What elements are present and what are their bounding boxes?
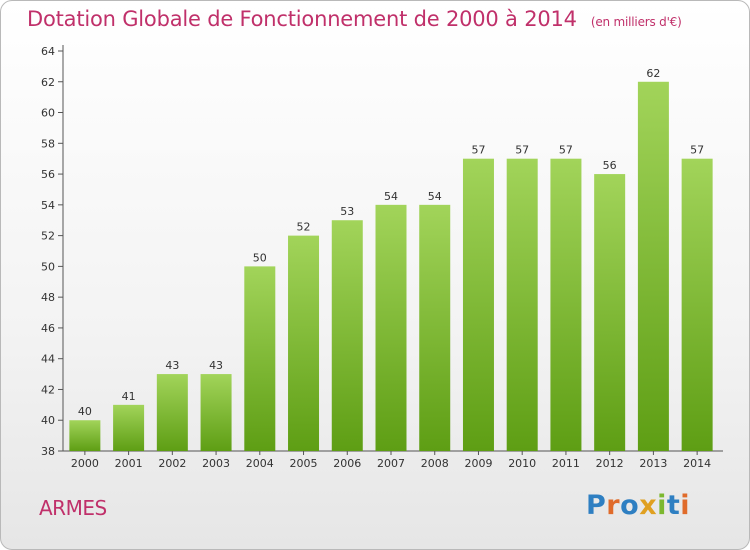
bar: [550, 158, 582, 451]
x-tick-label: 2011: [552, 457, 580, 470]
bar-value-label: 57: [690, 144, 704, 157]
bar-value-label: 50: [253, 251, 267, 264]
bar: [462, 158, 494, 451]
bar: [200, 374, 232, 451]
bar: [331, 220, 363, 451]
y-tick-label: 62: [41, 76, 55, 89]
chart-title: Dotation Globale de Fonctionnement de 20…: [27, 7, 682, 31]
chart-unit: (en milliers d'€): [590, 15, 682, 29]
logo-letter: P: [586, 490, 607, 521]
x-tick-label: 2004: [246, 457, 274, 470]
bar: [419, 204, 451, 451]
y-tick-label: 52: [41, 230, 55, 243]
logo-letter: i: [657, 490, 667, 521]
x-tick-label: 2003: [202, 457, 230, 470]
logo-letter: o: [620, 490, 640, 521]
y-tick-label: 40: [41, 414, 55, 427]
x-tick-label: 2001: [115, 457, 143, 470]
data-labels: 40 41 43 43 50 52 53 54 54 57 57 57 56 62 57: [78, 67, 704, 418]
x-tick-label: 2010: [508, 457, 536, 470]
proxiti-logo: Proxiti: [586, 490, 690, 521]
x-tick-label: 2008: [421, 457, 449, 470]
bars: [69, 81, 713, 452]
chart-title-text: Dotation Globale de Fonctionnement de 20…: [27, 7, 577, 31]
bar-value-label: 54: [384, 190, 398, 203]
x-axis: 2000 2001 2002 2003 2004 2005 2006 2007 2008 2009…: [63, 450, 723, 470]
y-tick-label: 58: [41, 137, 55, 150]
logo-letter: x: [639, 490, 658, 521]
x-tick-label: 2007: [377, 457, 405, 470]
bar-value-label: 43: [165, 359, 179, 372]
x-tick-label: 2009: [464, 457, 492, 470]
y-tick-label: 46: [41, 322, 55, 335]
y-tick-label: 48: [41, 291, 55, 304]
bar-value-label: 53: [340, 205, 354, 218]
bar: [681, 158, 713, 451]
logo-letter: t: [666, 490, 681, 521]
bar-value-label: 56: [603, 159, 617, 172]
x-tick-label: 2013: [639, 457, 667, 470]
bar-value-label: 41: [122, 390, 136, 403]
bar: [506, 158, 538, 451]
bar: [244, 266, 276, 451]
y-tick-label: 42: [41, 383, 55, 396]
bar-value-label: 57: [515, 144, 529, 157]
y-tick-label: 60: [41, 107, 55, 120]
bar: [156, 374, 188, 451]
logo-letter: r: [606, 490, 621, 521]
bar-value-label: 40: [78, 405, 92, 418]
bar-value-label: 54: [428, 190, 442, 203]
y-tick-label: 38: [41, 445, 55, 458]
x-tick-label: 2012: [596, 457, 624, 470]
y-tick-label: 56: [41, 168, 55, 181]
commune-name: ARMES: [39, 496, 107, 520]
bar-value-label: 57: [559, 144, 573, 157]
y-axis: 38 40 42 44 46 48 50 52 54 56 58 60 62 64: [41, 45, 64, 458]
x-tick-label: 2014: [683, 457, 711, 470]
bar: [288, 235, 320, 451]
y-tick-label: 44: [41, 353, 55, 366]
x-tick-label: 2002: [158, 457, 186, 470]
bar-value-label: 52: [297, 221, 311, 234]
bar-value-label: 43: [209, 359, 223, 372]
y-tick-label: 64: [41, 45, 55, 58]
bar: [637, 81, 669, 452]
bar-value-label: 62: [646, 67, 660, 80]
bar: [113, 404, 145, 451]
bar: [69, 420, 101, 451]
x-tick-label: 2006: [333, 457, 361, 470]
bar-value-label: 57: [471, 144, 485, 157]
y-tick-label: 50: [41, 260, 55, 273]
x-tick-label: 2000: [71, 457, 99, 470]
bar: [594, 174, 626, 452]
bar: [375, 204, 407, 451]
x-tick-label: 2005: [290, 457, 318, 470]
logo-letter: i: [680, 490, 691, 521]
y-tick-label: 54: [41, 199, 55, 212]
